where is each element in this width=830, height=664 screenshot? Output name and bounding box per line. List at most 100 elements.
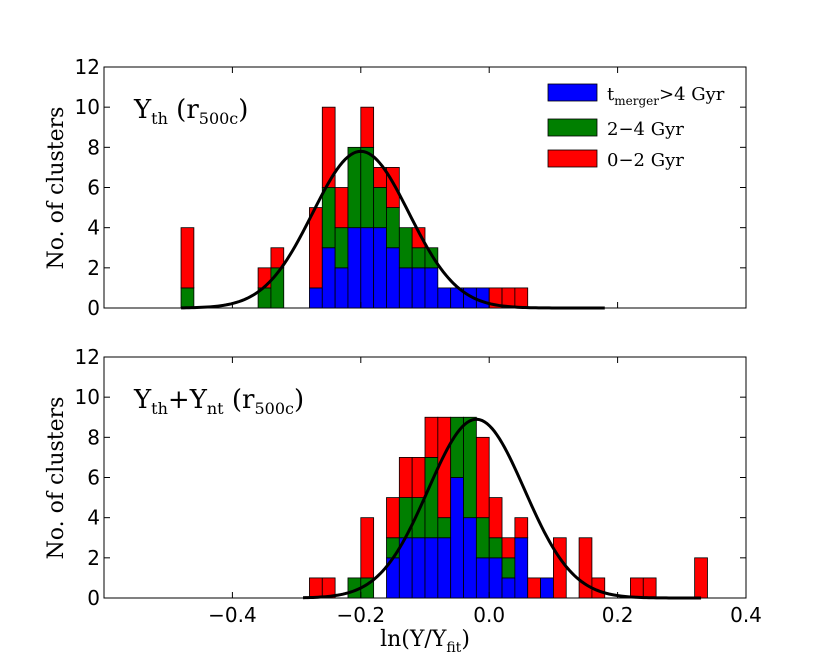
bottom-bar-15-series-2 <box>527 577 541 599</box>
bottom-ytick-label: 6 <box>87 466 100 490</box>
bottom-ytick-label: 4 <box>87 506 100 530</box>
bottom-bar-13-series-0 <box>501 577 516 599</box>
bottom-bar-6-series-2 <box>411 457 426 498</box>
bottom-ytick-label: 10 <box>75 385 100 409</box>
bottom-ytick-label: 2 <box>87 546 100 570</box>
bottom-bar-8-series-1 <box>437 517 452 539</box>
top-x-ticks <box>231 67 747 308</box>
xtick-label: −0.2 <box>337 603 386 627</box>
top-bar-7-series-2 <box>360 106 375 148</box>
top-bar-12-series-1 <box>424 247 439 269</box>
bottom-bar-12-series-0 <box>488 557 503 599</box>
bottom-bar-12-series-1 <box>488 537 503 559</box>
top-bar-0-series-1 <box>180 287 195 309</box>
bottom-bar-4-series-2 <box>386 497 400 539</box>
bottom-bar-0-series-2 <box>309 577 323 599</box>
bottom-ytick-label: 0 <box>87 586 100 610</box>
bottom-bar-11-series-1 <box>475 517 490 559</box>
bottom-bar-18-series-2 <box>578 537 593 599</box>
bottom-bar-10-series-1 <box>463 416 477 519</box>
legend-swatch-blue <box>547 83 598 102</box>
bottom-bar-4-series-1 <box>386 537 400 559</box>
bottom-ytick-label: 8 <box>87 425 100 449</box>
top-bar-13-series-0 <box>437 287 452 309</box>
bottom-bar-7-series-2 <box>424 416 439 458</box>
top-ytick-label: 2 <box>87 256 100 280</box>
top-y-axis-label: No. of clusters <box>44 107 69 270</box>
bottom-bar-22-series-2 <box>694 557 708 599</box>
bottom-panel: 0 2 4 6 8 10 12 −0.4 −0.2 0.0 0.2 0.4 Yth+Ynt (r50… <box>44 345 762 656</box>
bottom-bar-3-series-2 <box>360 517 375 579</box>
bottom-panel-annotation: Yth+Ynt (r500c) <box>133 385 304 418</box>
xtick-label: 0.2 <box>602 603 634 627</box>
top-ytick-label: 6 <box>87 176 100 200</box>
x-axis-label: ln(Y/Yfit) <box>380 627 470 656</box>
top-panel-annotation: Yth (r500c) <box>133 95 248 128</box>
bottom-fit-curve <box>302 417 702 600</box>
top-ytick-label: 8 <box>87 135 100 159</box>
top-bar-5-series-0 <box>334 267 349 309</box>
top-ytick-label: 10 <box>75 95 100 119</box>
bottom-bar-13-series-1 <box>501 557 516 579</box>
top-bar-9-series-0 <box>386 247 400 309</box>
top-bar-11-series-0 <box>411 267 426 309</box>
bottom-bar-12-series-2 <box>488 497 503 539</box>
top-bar-3-series-0 <box>309 287 323 309</box>
bottom-x-ticks: −0.4 −0.2 0.0 0.2 0.4 <box>208 357 762 627</box>
bottom-bar-10-series-0 <box>463 517 477 599</box>
legend-label-green: 2−4 Gyr <box>607 119 684 140</box>
top-bar-4-series-2 <box>321 106 336 188</box>
top-bar-6-series-1 <box>347 146 362 229</box>
legend-label-blue: tmerger>4 Gyr <box>607 84 725 108</box>
legend-swatch-red <box>547 149 598 168</box>
legend-swatch-green <box>547 118 598 137</box>
xtick-label: −0.4 <box>208 603 257 627</box>
bottom-bar-13-series-2 <box>501 537 516 559</box>
top-bar-6-series-0 <box>347 227 362 309</box>
top-ytick-label: 0 <box>87 296 100 320</box>
xtick-label: 0.0 <box>473 603 505 627</box>
top-panel: 0 2 4 6 8 10 12 Yth (r500c) tmerger>4 Gyr 2−4 … <box>44 55 747 320</box>
top-bar-11-series-1 <box>411 247 426 269</box>
bottom-bar-9-series-0 <box>450 477 464 599</box>
xtick-label: 0.4 <box>730 603 762 627</box>
top-bar-8-series-0 <box>373 227 387 309</box>
top-bar-9-series-1 <box>386 207 400 249</box>
top-bar-7-series-1 <box>360 146 375 229</box>
top-bar-3-series-2 <box>309 207 323 289</box>
top-bar-19-series-2 <box>514 287 529 309</box>
legend: tmerger>4 Gyr 2−4 Gyr 0−2 Gyr <box>547 83 725 171</box>
bottom-bar-20-series-2 <box>630 577 644 599</box>
top-bar-16-series-0 <box>475 287 490 309</box>
bottom-bar-16-series-0 <box>540 577 554 599</box>
bottom-bar-5-series-1 <box>398 497 413 539</box>
top-bar-4-series-0 <box>321 247 336 309</box>
top-bar-0-series-2 <box>180 227 195 289</box>
bottom-bar-11-series-0 <box>475 557 490 599</box>
top-bar-5-series-1 <box>334 227 349 269</box>
bottom-bar-14-series-0 <box>514 537 529 599</box>
top-bar-12-series-0 <box>424 267 439 309</box>
bottom-bar-1-series-2 <box>321 577 336 599</box>
top-bar-10-series-0 <box>398 267 413 309</box>
top-bar-5-series-2 <box>334 187 349 229</box>
bottom-bar-21-series-2 <box>642 577 657 599</box>
top-bar-10-series-1 <box>398 227 413 269</box>
bottom-bar-17-series-2 <box>553 537 567 599</box>
top-ytick-label: 4 <box>87 216 100 240</box>
bottom-bar-8-series-0 <box>437 537 452 599</box>
top-bar-2-series-2 <box>270 247 285 269</box>
legend-label-red: 0−2 Gyr <box>607 150 684 171</box>
bottom-y-axis-label: No. of clusters <box>44 397 69 560</box>
top-bar-8-series-1 <box>373 187 387 229</box>
bottom-bar-6-series-0 <box>411 537 426 599</box>
bottom-bar-7-series-0 <box>424 537 439 599</box>
top-fit-curve <box>181 149 605 310</box>
bottom-bar-5-series-2 <box>398 457 413 498</box>
top-y-ticks: 0 2 4 6 8 10 12 <box>75 55 746 320</box>
top-bar-4-series-1 <box>321 187 336 249</box>
bottom-ytick-label: 12 <box>75 345 100 369</box>
bottom-bar-11-series-2 <box>475 436 490 519</box>
top-bar-7-series-0 <box>360 227 375 309</box>
